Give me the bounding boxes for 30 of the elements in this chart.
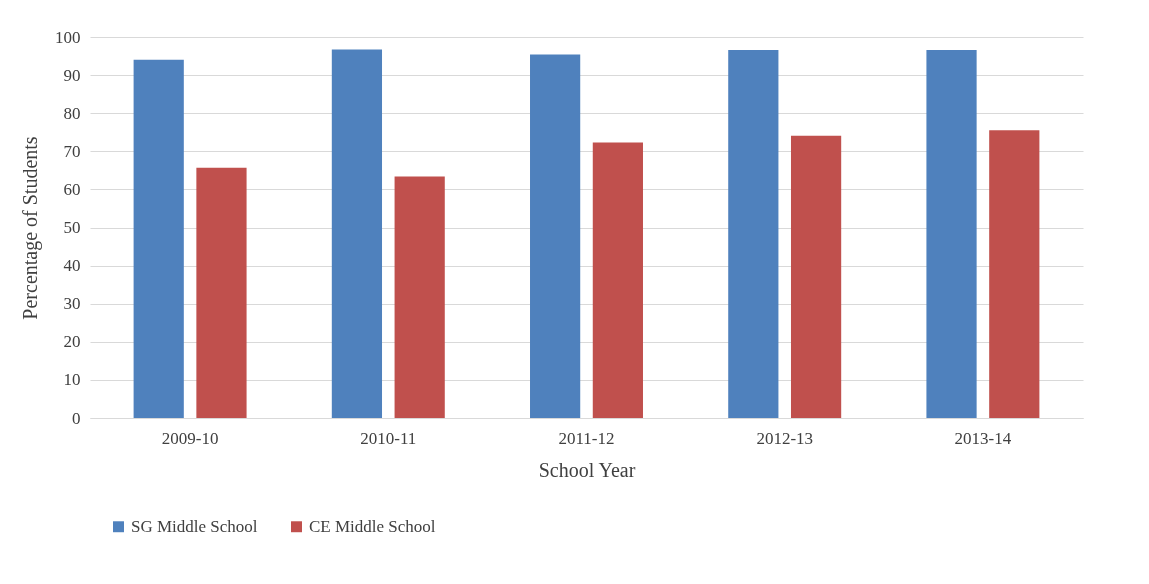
bar xyxy=(196,167,247,418)
y-tick-label: 20 xyxy=(63,332,81,352)
legend-label: SG Middle School xyxy=(131,516,258,536)
bar xyxy=(394,176,445,418)
x-tick-label: 2009-10 xyxy=(161,428,219,448)
y-tick-label: 0 xyxy=(72,408,81,428)
y-tick-label: 70 xyxy=(63,141,81,161)
bar xyxy=(133,59,184,418)
y-tick-label: 50 xyxy=(63,218,81,237)
x-tick-label: 2012-13 xyxy=(756,428,814,448)
bar xyxy=(728,49,779,418)
y-tick-label: 100 xyxy=(55,27,81,47)
y-axis-title: Percentage of Students xyxy=(19,136,42,320)
x-tick-label: 2011-12 xyxy=(558,428,615,448)
legend-label: CE Middle School xyxy=(309,516,436,536)
bar xyxy=(790,135,842,418)
y-tick-label: 40 xyxy=(63,256,81,276)
bar xyxy=(331,49,383,418)
bar xyxy=(530,54,581,418)
x-tick-label: 2010-11 xyxy=(360,428,417,448)
y-tick-label: 90 xyxy=(63,65,81,85)
y-tick-label: 30 xyxy=(63,294,81,314)
bar xyxy=(926,49,977,418)
bar xyxy=(592,142,643,418)
y-tick-label: 80 xyxy=(63,103,81,123)
bar xyxy=(989,130,1040,418)
x-tick-label: 2013-14 xyxy=(954,428,1012,448)
y-tick-label: 10 xyxy=(63,370,81,390)
y-tick-label: 60 xyxy=(63,179,81,199)
x-axis-title: School Year xyxy=(538,458,636,481)
